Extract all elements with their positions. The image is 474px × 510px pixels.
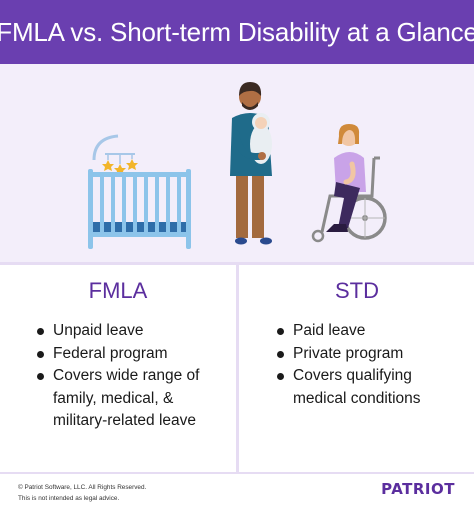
copyright-text: © Patriot Software, LLC. All Rights Rese…: [18, 484, 147, 491]
parent-holding-baby-icon: [230, 82, 272, 245]
list-item: Private program: [277, 343, 462, 366]
list-item: Paid leave: [277, 320, 462, 343]
std-heading: STD: [335, 278, 379, 303]
title-banner: FMLA vs. Short-term Disability at a Glan…: [0, 0, 474, 64]
std-list: Paid leave Private program Covers qualif…: [277, 320, 462, 410]
disclaimer-text: This is not intended as legal advice.: [18, 495, 120, 502]
crib-with-mobile-icon: [88, 134, 191, 249]
patriot-logo: PATRIOT: [381, 480, 455, 498]
page-title: FMLA vs. Short-term Disability at a Glan…: [0, 16, 474, 47]
fmla-column: FMLA Unpaid leave Federal program Covers…: [0, 265, 236, 472]
fmla-heading: FMLA: [88, 278, 148, 303]
illustration-panel: [0, 64, 474, 263]
footer-divider: [0, 472, 474, 474]
list-item: Covers qualifying medical conditions: [277, 365, 462, 410]
fmla-list: Unpaid leave Federal program Covers wide…: [37, 320, 222, 433]
list-item: Federal program: [37, 343, 222, 366]
list-item: Unpaid leave: [37, 320, 222, 343]
section-divider: [0, 262, 474, 265]
column-divider: [236, 265, 239, 473]
footer-notice: © Patriot Software, LLC. All Rights Rese…: [18, 482, 146, 504]
person-in-wheelchair-icon: [311, 124, 387, 243]
list-item: Covers wide range of family, medical, & …: [37, 365, 222, 433]
std-column: STD Paid leave Private program Covers qu…: [239, 265, 474, 472]
